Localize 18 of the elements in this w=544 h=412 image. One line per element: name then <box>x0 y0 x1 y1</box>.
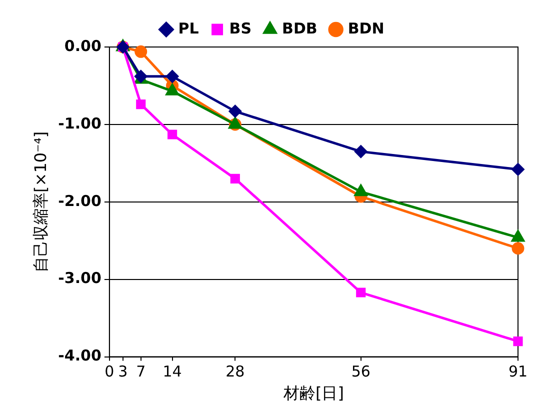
legend-label: PL <box>178 19 200 38</box>
y-tick-label: -4.00 <box>58 346 102 365</box>
legend-label: BDB <box>282 19 318 38</box>
x-tick-label: 14 <box>162 362 182 381</box>
x-tick-label: 3 <box>118 362 128 381</box>
y-axis-title: 自己収縮率[×10⁻⁴] <box>30 131 50 272</box>
y-tick-label: -2.00 <box>58 192 102 210</box>
legend-label: BS <box>229 19 252 38</box>
y-tick-label: -3.00 <box>58 269 102 288</box>
legend-label: BDN <box>348 19 384 38</box>
x-tick-label: 0 <box>104 362 114 381</box>
x-tick-label: 7 <box>136 362 146 381</box>
x-tick-label: 28 <box>226 362 245 381</box>
y-tick-label: -1.00 <box>58 114 102 132</box>
y-tick-label: 0.00 <box>64 36 102 55</box>
x-tick-label: 56 <box>351 362 370 381</box>
x-axis-title: 材齢[日] <box>282 384 344 403</box>
x-tick-label: 91 <box>508 362 528 381</box>
